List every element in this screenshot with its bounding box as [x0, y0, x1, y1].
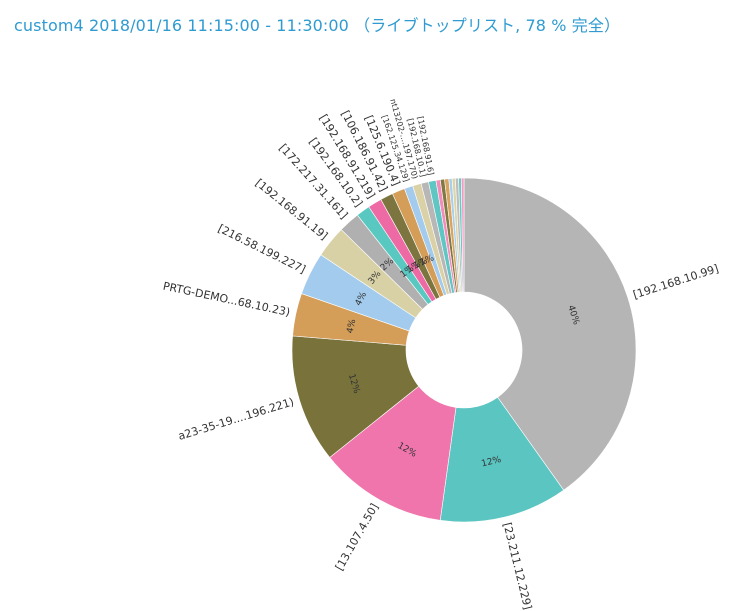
slice-label: [192.168.10.99]: [631, 262, 720, 301]
page-title: custom4 2018/01/16 11:15:00 - 11:30:00 （…: [14, 16, 621, 35]
slice-a23-35-19-196-221[interactable]: [291, 335, 420, 458]
slice-label: a23-35-19....196.221): [177, 395, 296, 443]
slice-label: [216.58.199.227]: [216, 222, 308, 276]
slice-label: PRTG-DEMO...68.10.23): [162, 280, 291, 320]
slice-23-211-12-229[interactable]: [439, 396, 565, 523]
slice-13-107-4-50[interactable]: [329, 385, 457, 521]
slice-group: [291, 177, 637, 523]
percent-label: 12%: [481, 455, 503, 470]
slice-label: [23.211.12.229]: [500, 521, 534, 611]
slice-label-group: [192.168.10.99] [23.211.12.229] [13.107.4.…: [162, 98, 720, 611]
slice-192-168-10-99[interactable]: [463, 177, 637, 491]
slice-label: [13.107.4.50]: [333, 501, 381, 573]
slice-minor-23[interactable]: [460, 177, 465, 293]
percent-label: 4%: [346, 318, 359, 334]
